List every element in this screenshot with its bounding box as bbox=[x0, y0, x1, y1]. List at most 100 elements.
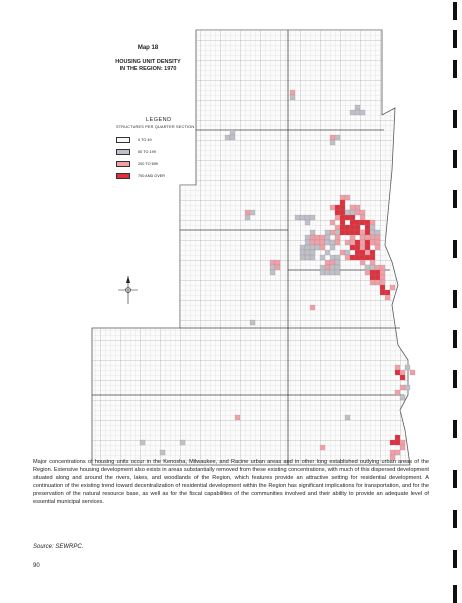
density-cell bbox=[409, 369, 416, 376]
density-cell bbox=[354, 209, 361, 216]
density-cell bbox=[369, 254, 376, 261]
map-title-line1: HOUSING UNIT DENSITY bbox=[115, 59, 181, 65]
density-cell bbox=[309, 214, 316, 221]
density-cell bbox=[344, 229, 351, 236]
density-cell bbox=[344, 209, 351, 216]
density-cell bbox=[324, 239, 331, 246]
density-cell bbox=[334, 269, 341, 276]
density-cell bbox=[304, 214, 311, 221]
density-cell bbox=[319, 234, 326, 241]
density-cell bbox=[339, 229, 346, 236]
density-cell bbox=[349, 214, 356, 221]
density-cell bbox=[289, 94, 296, 101]
density-cell bbox=[314, 244, 321, 251]
density-cell bbox=[334, 134, 341, 141]
density-cell bbox=[324, 229, 331, 236]
binding-mark bbox=[453, 510, 457, 528]
density-cell bbox=[349, 219, 356, 226]
binding-mark bbox=[453, 370, 457, 388]
binding-mark bbox=[453, 60, 457, 78]
density-cell bbox=[359, 239, 366, 246]
density-cell bbox=[344, 239, 351, 246]
binding-mark bbox=[453, 2, 457, 20]
density-cell bbox=[394, 369, 401, 376]
density-cell bbox=[304, 254, 311, 261]
legend-item: 50 TO 199 bbox=[116, 146, 226, 158]
density-cell bbox=[314, 234, 321, 241]
density-cell bbox=[374, 269, 381, 276]
density-cell bbox=[394, 389, 401, 396]
density-cell bbox=[374, 229, 381, 236]
density-cell bbox=[379, 284, 386, 291]
density-cell bbox=[399, 439, 406, 446]
density-cell bbox=[389, 439, 396, 446]
legend-label: 200 TO 699 bbox=[138, 162, 158, 166]
density-cell bbox=[334, 209, 341, 216]
density-cell bbox=[289, 89, 296, 96]
density-cell bbox=[359, 244, 366, 251]
binding-mark bbox=[453, 190, 457, 208]
density-cell bbox=[364, 269, 371, 276]
binding-mark bbox=[453, 30, 457, 48]
binding-mark bbox=[453, 330, 457, 348]
density-cell bbox=[369, 234, 376, 241]
density-cell bbox=[354, 249, 361, 256]
map-number: Map 18 bbox=[137, 45, 159, 51]
binding-mark bbox=[453, 420, 457, 438]
legend-subtitle: STRUCTURES PER QUARTER SECTION bbox=[116, 125, 195, 129]
density-cell bbox=[324, 269, 331, 276]
density-cell bbox=[344, 224, 351, 231]
density-cell bbox=[354, 239, 361, 246]
density-clusters bbox=[139, 89, 416, 461]
density-cell bbox=[354, 244, 361, 251]
density-cell bbox=[304, 239, 311, 246]
map-title-line2: IN THE REGION: 1970 bbox=[119, 66, 177, 72]
density-cell bbox=[249, 319, 256, 326]
binding-mark bbox=[453, 240, 457, 258]
density-cell bbox=[369, 274, 376, 281]
density-cell bbox=[369, 279, 376, 286]
density-cell bbox=[384, 294, 391, 301]
density-cell bbox=[399, 394, 406, 401]
density-cell bbox=[334, 239, 341, 246]
density-cell bbox=[379, 279, 386, 286]
density-cell bbox=[329, 229, 336, 236]
density-cell bbox=[389, 449, 396, 456]
density-cell bbox=[359, 209, 366, 216]
density-cell bbox=[349, 229, 356, 236]
density-cell bbox=[374, 244, 381, 251]
density-cell bbox=[359, 109, 366, 116]
density-cell bbox=[339, 209, 346, 216]
density-cell bbox=[369, 249, 376, 256]
legend-swatch bbox=[116, 173, 130, 179]
density-cell bbox=[364, 239, 371, 246]
density-cell bbox=[304, 249, 311, 256]
density-cell bbox=[374, 239, 381, 246]
density-cell bbox=[344, 249, 351, 256]
binding-mark bbox=[453, 550, 457, 568]
density-cell bbox=[324, 259, 331, 266]
binding-mark bbox=[453, 110, 457, 128]
density-cell bbox=[329, 269, 336, 276]
density-cell bbox=[304, 219, 311, 226]
binding-marks bbox=[450, 0, 462, 603]
density-cell bbox=[269, 259, 276, 266]
density-cell bbox=[339, 199, 346, 206]
legend-swatch bbox=[116, 137, 130, 143]
density-cell bbox=[359, 234, 366, 241]
legend-item: 0 TO 49 bbox=[116, 134, 226, 146]
density-cell bbox=[374, 279, 381, 286]
density-cell bbox=[364, 219, 371, 226]
density-cell bbox=[344, 214, 351, 221]
density-cell bbox=[344, 254, 351, 261]
density-cell bbox=[139, 439, 146, 446]
density-cell bbox=[229, 134, 236, 141]
density-cell bbox=[369, 239, 376, 246]
density-cell bbox=[319, 269, 326, 276]
density-cell bbox=[404, 384, 411, 391]
density-cell bbox=[269, 269, 276, 276]
density-cell bbox=[349, 234, 356, 241]
density-cell bbox=[329, 244, 336, 251]
density-cell bbox=[249, 209, 256, 216]
density-cell bbox=[329, 139, 336, 146]
